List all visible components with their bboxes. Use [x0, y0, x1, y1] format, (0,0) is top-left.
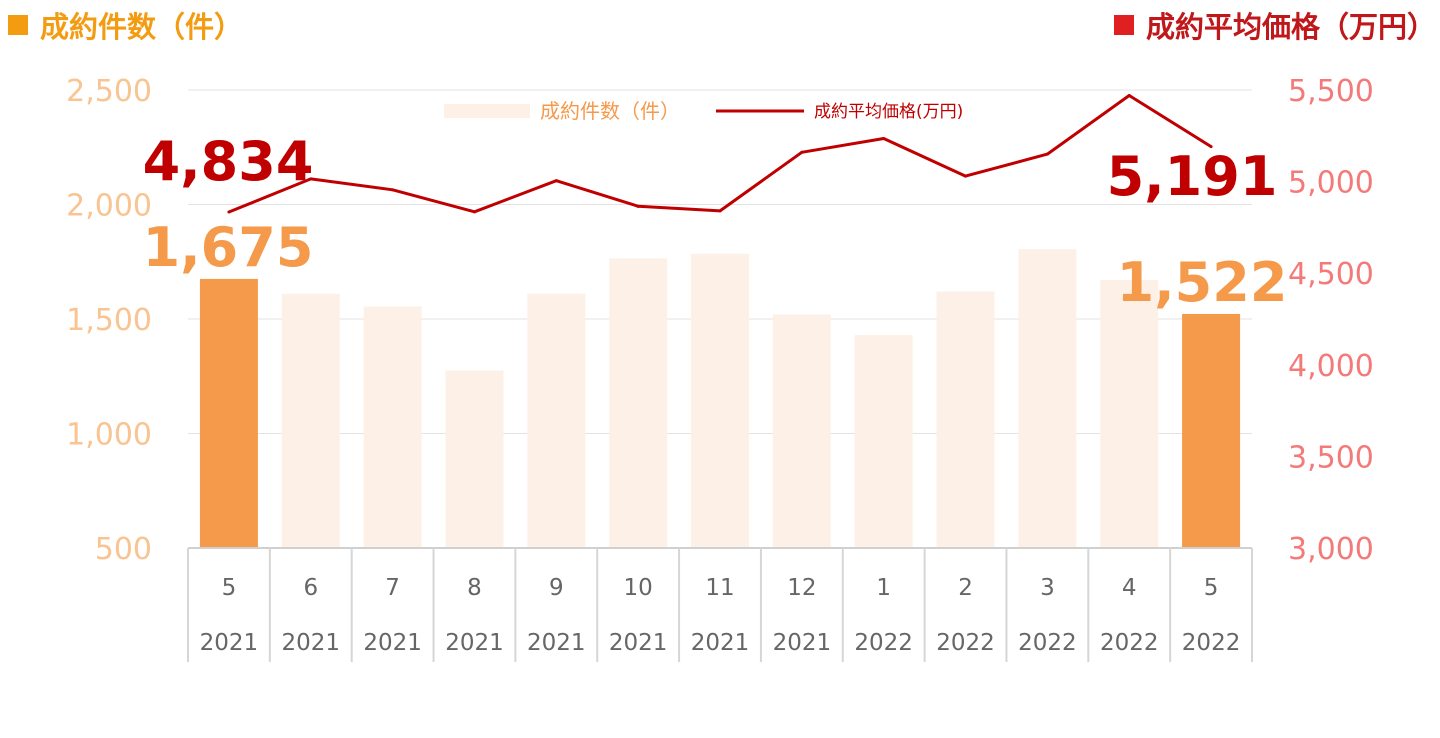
line-point	[309, 177, 313, 181]
line-point	[964, 174, 968, 178]
line-point	[1045, 152, 1049, 156]
x-tick-month: 8	[467, 575, 482, 601]
x-tick-year: 2021	[527, 630, 586, 656]
bar	[691, 253, 749, 549]
bar	[1100, 280, 1159, 548]
data-label: 1,675	[143, 216, 314, 279]
line-point	[391, 188, 395, 192]
x-tick-month: 10	[624, 575, 653, 601]
x-tick-year: 2021	[445, 630, 504, 656]
x-tick-month: 4	[1122, 575, 1137, 601]
legend: 成約件数（件） 成約平均価格(万円)	[444, 99, 963, 123]
legend-line-label: 成約平均価格(万円)	[814, 102, 963, 122]
bar	[445, 370, 504, 548]
x-tick-month: 2	[958, 575, 973, 601]
bar	[609, 258, 668, 548]
bar	[936, 291, 995, 548]
right-title-text: 成約平均価格（万円）	[1145, 10, 1436, 44]
right-tick-label: 3,500	[1288, 440, 1374, 475]
x-tick-month: 9	[549, 575, 564, 601]
right-tick-label: 5,000	[1288, 166, 1374, 201]
line-series	[227, 93, 1213, 214]
data-annotations: 4,834 1,675 5,191 1,522	[143, 130, 1288, 314]
bar	[281, 293, 340, 548]
left-tick-label: 1,500	[66, 303, 152, 338]
orange-square-icon	[8, 15, 28, 35]
right-tick-label: 4,500	[1288, 257, 1374, 292]
left-tick-label: 1,000	[66, 418, 152, 453]
line-point	[1209, 145, 1213, 149]
bar-series	[199, 249, 1241, 549]
bar	[527, 293, 586, 548]
legend-bar-swatch	[444, 104, 530, 118]
right-tick-label: 5,500	[1288, 74, 1374, 109]
right-y-axis: 3,000 3,500 4,000 4,500 5,000 5,500	[1288, 74, 1374, 567]
x-tick-year: 2022	[936, 630, 995, 656]
line-point	[636, 204, 640, 208]
line-point	[1127, 93, 1131, 97]
x-tick-month: 6	[303, 575, 318, 601]
bar	[1018, 249, 1077, 548]
left-title-text: 成約件数（件）	[40, 10, 244, 44]
x-tick-year: 2021	[691, 630, 750, 656]
x-tick-month: 5	[1204, 575, 1219, 601]
x-tick-month: 11	[705, 575, 734, 601]
x-tick-month: 5	[222, 575, 237, 601]
x-tick-year: 2021	[363, 630, 422, 656]
red-square-icon	[1113, 15, 1134, 35]
right-tick-label: 3,000	[1288, 532, 1374, 567]
x-tick-year: 2021	[200, 630, 259, 656]
x-tick-year: 2022	[854, 630, 913, 656]
line-point	[554, 179, 558, 183]
x-tick-year: 2022	[1182, 630, 1241, 656]
line-point	[718, 209, 722, 213]
x-tick-year: 2022	[1100, 630, 1159, 656]
bar	[199, 278, 258, 548]
x-tick-year: 2021	[609, 630, 668, 656]
bar	[1182, 313, 1241, 548]
line-point	[800, 150, 804, 154]
x-tick-month: 12	[787, 575, 816, 601]
left-axis-title: 成約件数（件）	[8, 4, 243, 46]
x-tick-year: 2021	[773, 630, 832, 656]
right-tick-label: 4,000	[1288, 349, 1374, 384]
price-line	[228, 94, 1212, 214]
left-tick-label: 2,500	[66, 74, 152, 109]
bar	[854, 335, 913, 548]
legend-bar-label: 成約件数（件）	[540, 99, 680, 123]
left-y-axis: 500 1,000 1,500 2,000 2,500	[66, 74, 152, 567]
x-tick-month: 3	[1040, 575, 1055, 601]
left-tick-label: 500	[95, 532, 152, 567]
data-label: 1,522	[1117, 251, 1288, 314]
right-axis-title: 成約平均価格（万円）	[1113, 4, 1436, 46]
left-tick-label: 2,000	[66, 189, 152, 224]
data-label: 4,834	[143, 130, 314, 193]
x-tick-year: 2022	[1018, 630, 1077, 656]
x-tick-month: 7	[385, 575, 400, 601]
bar	[772, 314, 831, 548]
x-axis: 5202162021720218202192021102021112021122…	[187, 547, 1253, 662]
x-tick-year: 2021	[281, 630, 340, 656]
data-label: 5,191	[1107, 145, 1278, 208]
bar	[363, 306, 422, 548]
line-point	[472, 210, 476, 214]
x-tick-month: 1	[876, 575, 891, 601]
line-point	[882, 137, 886, 141]
line-point	[227, 210, 231, 214]
